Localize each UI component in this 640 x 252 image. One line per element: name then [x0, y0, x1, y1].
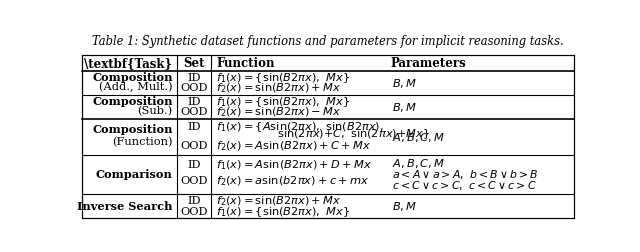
Text: $c<C\vee c>C,\ c<C\vee c>C$: $c<C\vee c>C,\ c<C\vee c>C$: [392, 179, 537, 192]
Bar: [83, 55, 573, 218]
Text: OOD: OOD: [180, 108, 208, 117]
Text: $B, M$: $B, M$: [392, 101, 418, 114]
Text: $f_2(x) = \sin(B2\pi x)+Mx$: $f_2(x) = \sin(B2\pi x)+Mx$: [216, 82, 342, 95]
Text: $f_2(x) = A\sin(B2\pi x)+C+Mx$: $f_2(x) = A\sin(B2\pi x)+C+Mx$: [216, 139, 371, 153]
Text: OOD: OOD: [180, 141, 208, 151]
Text: Composition: Composition: [92, 124, 173, 135]
Text: $f_1(x) = \{\sin(B2\pi x),\ Mx\}$: $f_1(x) = \{\sin(B2\pi x),\ Mx\}$: [216, 71, 350, 85]
Text: ID: ID: [188, 73, 201, 83]
Text: Set: Set: [183, 57, 205, 70]
Text: OOD: OOD: [180, 207, 208, 217]
Text: Composition: Composition: [92, 96, 173, 107]
Text: $f_1(x) = \{\sin(B2\pi x),\ Mx\}$: $f_1(x) = \{\sin(B2\pi x),\ Mx\}$: [216, 205, 350, 218]
Text: $B, M$: $B, M$: [392, 200, 418, 213]
Text: $f_2(x) = \sin(B2\pi x)+Mx$: $f_2(x) = \sin(B2\pi x)+Mx$: [216, 194, 342, 208]
Text: Inverse Search: Inverse Search: [77, 201, 173, 212]
Text: ID: ID: [188, 97, 201, 107]
Text: $A, B, C, M$: $A, B, C, M$: [392, 157, 445, 170]
Text: $A, B, C, M$: $A, B, C, M$: [392, 131, 445, 144]
Text: ID: ID: [188, 196, 201, 206]
Text: \textbf{Task}: \textbf{Task}: [84, 57, 172, 70]
Text: $f_2(x) = \sin(B2\pi x)-Mx$: $f_2(x) = \sin(B2\pi x)-Mx$: [216, 106, 342, 119]
Text: $a<A\vee a>A,\ b<B\vee b>B$: $a<A\vee a>A,\ b<B\vee b>B$: [392, 168, 540, 181]
Text: (Sub.): (Sub.): [138, 106, 173, 116]
Text: (Add., Mult.): (Add., Mult.): [99, 81, 173, 92]
Text: $B, M$: $B, M$: [392, 77, 418, 89]
Text: $\quad\quad\quad\sin(2\pi x){+}C,\ \sin(2\pi x){+}Mx\}$: $\quad\quad\quad\sin(2\pi x){+}C,\ \sin(…: [244, 128, 430, 141]
Text: ID: ID: [188, 122, 201, 132]
Text: $f_1(x) = A\sin(B2\pi x)+D+Mx$: $f_1(x) = A\sin(B2\pi x)+D+Mx$: [216, 158, 372, 172]
Text: $f_1(x) = \{A\sin(2\pi x),\ \sin(B2\pi x),$: $f_1(x) = \{A\sin(2\pi x),\ \sin(B2\pi x…: [216, 120, 384, 134]
Text: Composition: Composition: [92, 72, 173, 83]
Text: Table 1: Synthetic dataset functions and parameters for implicit reasoning tasks: Table 1: Synthetic dataset functions and…: [92, 35, 564, 48]
Text: $f_2(x) = a\sin(b2\pi x)+c+mx$: $f_2(x) = a\sin(b2\pi x)+c+mx$: [216, 175, 370, 188]
Text: Function: Function: [216, 57, 275, 70]
Text: ID: ID: [188, 160, 201, 170]
Text: OOD: OOD: [180, 83, 208, 93]
Text: OOD: OOD: [180, 176, 208, 186]
Text: (Function): (Function): [112, 137, 173, 148]
Text: Comparison: Comparison: [96, 169, 173, 180]
Text: $f_1(x) = \{\sin(B2\pi x),\ Mx\}$: $f_1(x) = \{\sin(B2\pi x),\ Mx\}$: [216, 95, 350, 109]
Text: Parameters: Parameters: [390, 57, 466, 70]
